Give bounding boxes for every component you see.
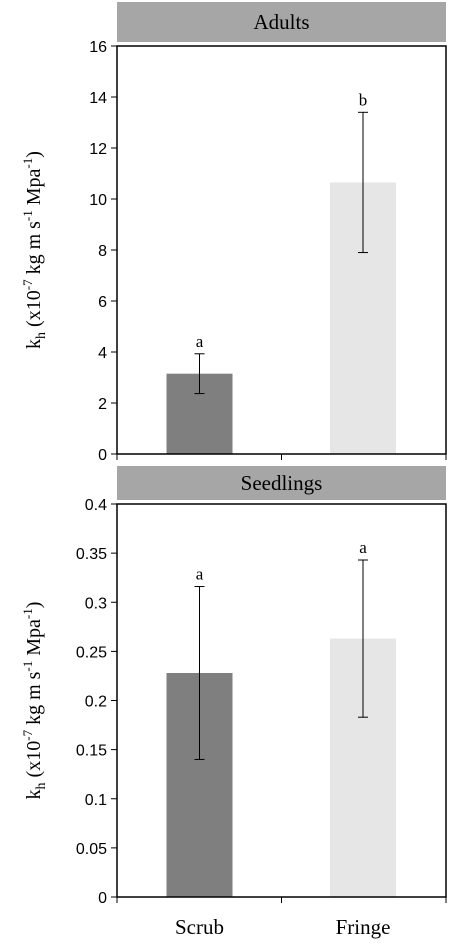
y-axis-label-part: h bbox=[34, 332, 49, 339]
y-axis-label-part: Mpa bbox=[23, 619, 45, 661]
y-tick-label: 0.2 bbox=[85, 694, 107, 711]
panel-adults: Adults a b 0 2 4 6 8 10 12 14 16 kh (x10-7 kg m s-1 … bbox=[20, 2, 447, 464]
y-axis-label-part: -1 bbox=[20, 661, 35, 672]
panel-title-bar bbox=[117, 2, 446, 42]
y-tick-label: 0.3 bbox=[85, 595, 107, 612]
panel-title: Adults bbox=[253, 10, 309, 34]
y-tick-label: 0.05 bbox=[76, 841, 107, 858]
y-axis-label-part: Mpa bbox=[23, 168, 45, 210]
y-axis-label-part: (x10 bbox=[23, 741, 45, 783]
panel-title-bar bbox=[117, 466, 446, 500]
y-axis-label-part: -1 bbox=[20, 210, 35, 221]
y-tick-label: 0.4 bbox=[85, 497, 107, 514]
y-axis-label-part: -1 bbox=[20, 158, 35, 169]
x-category-label-scrub: Scrub bbox=[175, 915, 224, 939]
y-axis-label-part: -7 bbox=[20, 279, 35, 290]
y-tick-label: 2 bbox=[98, 396, 107, 413]
y-tick-label: 0 bbox=[98, 447, 107, 464]
panel-seedlings: Seedlings a a 0 0.05 0.1 0.15 0.2 0.25 0.3 0.35 0.4… bbox=[20, 466, 447, 907]
y-axis-label-part: (x10 bbox=[23, 290, 45, 332]
significance-letter: a bbox=[359, 538, 367, 557]
significance-letter: a bbox=[196, 332, 204, 351]
y-tick-label: 0.15 bbox=[76, 743, 107, 760]
y-axis-label-part: k bbox=[23, 789, 45, 799]
y-tick-label: 10 bbox=[89, 192, 107, 209]
y-axis-label-part: k bbox=[23, 339, 45, 349]
plot-frame bbox=[116, 45, 447, 455]
y-axis-label-part: -7 bbox=[20, 729, 35, 740]
y-axis-label-part: kg m s bbox=[23, 671, 45, 730]
x-category-label-fringe: Fringe bbox=[336, 915, 391, 939]
y-tick-label: 0 bbox=[98, 890, 107, 907]
panel-title: Seedlings bbox=[241, 471, 323, 495]
y-tick-label: 4 bbox=[98, 345, 107, 362]
x-axis-category-labels: Scrub Fringe bbox=[175, 915, 390, 939]
significance-letter: a bbox=[196, 565, 204, 584]
y-axis-label-part: -1 bbox=[20, 608, 35, 619]
y-axis-label: kh (x10-7 kg m s-1 Mpa-1) bbox=[20, 151, 49, 349]
y-tick-label: 8 bbox=[98, 243, 107, 260]
y-tick-label: 6 bbox=[98, 294, 107, 311]
y-axis-label-part: h bbox=[34, 782, 49, 789]
y-tick-label: 0.1 bbox=[85, 792, 107, 809]
plot-frame bbox=[116, 503, 447, 898]
y-tick-label: 12 bbox=[89, 141, 107, 158]
y-tick-label: 14 bbox=[89, 90, 107, 107]
y-tick-label: 0.25 bbox=[76, 644, 107, 661]
significance-letter: b bbox=[359, 90, 368, 109]
y-axis-label-part: ) bbox=[23, 602, 45, 609]
y-tick-label: 16 bbox=[89, 39, 107, 56]
y-axis-label-part: kg m s bbox=[23, 221, 45, 280]
y-axis-label-part: ) bbox=[23, 151, 45, 158]
y-tick-label: 0.35 bbox=[76, 546, 107, 563]
y-axis-label: kh (x10-7 kg m s-1 Mpa-1) bbox=[20, 602, 49, 800]
